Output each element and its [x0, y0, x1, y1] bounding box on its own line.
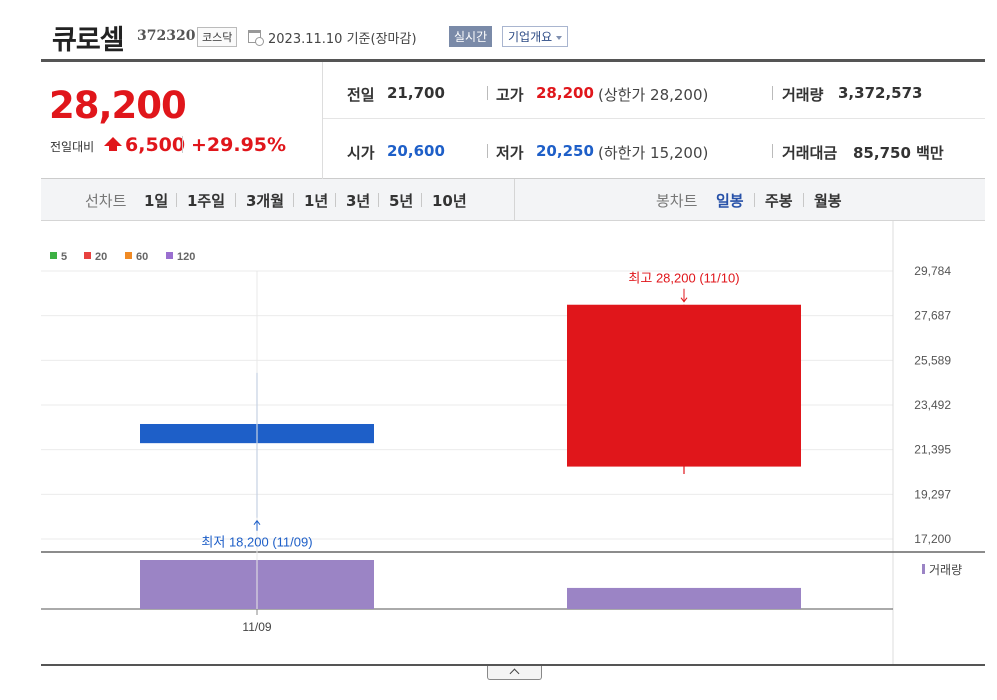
divider: [378, 193, 379, 207]
divider: [421, 193, 422, 207]
period-10y[interactable]: 10년: [432, 192, 467, 210]
chart-bottom-border: [41, 664, 985, 666]
divider: [803, 193, 804, 207]
candlestick-chart: 29,784 27,687 25,589 23,492 21,395 19,297 17,2…: [41, 221, 985, 664]
y-tick-label: 29,784: [914, 264, 951, 278]
prev-close-label: 전일: [347, 86, 375, 104]
y-tick-label: 19,297: [914, 487, 951, 501]
divider: [514, 179, 515, 220]
candle-chart-title: 봉차트: [656, 192, 698, 210]
y-tick-label: 21,395: [914, 443, 951, 457]
y-tick-label: 23,492: [914, 398, 951, 412]
low-label: 저가: [496, 144, 524, 162]
divider: [323, 118, 985, 119]
amount-unit: 백만: [916, 144, 944, 162]
y-tick-label: 27,687: [914, 309, 951, 323]
low-value: 20,250: [536, 142, 594, 160]
prev-close-value: 21,700: [387, 84, 445, 102]
volume-label: 거래량: [782, 86, 824, 104]
current-price: 28,200: [49, 84, 187, 127]
period-1y[interactable]: 1년: [304, 192, 329, 210]
period-1d[interactable]: 1일: [144, 192, 169, 210]
date: 2023.11.10: [268, 32, 343, 47]
change-label: 전일대비: [50, 140, 95, 154]
line-chart-title: 선차트: [85, 192, 127, 210]
basis: 기준(장마감): [346, 32, 417, 47]
y-tick-label: 17,200: [914, 532, 951, 546]
divider: [487, 144, 488, 158]
max-annotation: 최고 28,200 (11/10): [628, 271, 739, 286]
period-3y[interactable]: 3년: [346, 192, 371, 210]
high-label: 고가: [496, 86, 524, 104]
period-1w[interactable]: 1주일: [187, 192, 226, 210]
amount-value: 85,750 백만: [853, 142, 944, 163]
current-price-panel: 28,200 전일대비 6,500 +29.95%: [41, 62, 323, 179]
candle-monthly[interactable]: 월봉: [814, 192, 842, 210]
change-value: 6,500: [125, 134, 186, 156]
legend-label: 5: [61, 251, 67, 263]
max-arrow-head: [680, 297, 688, 303]
legend-swatch: [50, 252, 57, 259]
amount-label: 거래대금: [782, 144, 838, 162]
candle-body: [567, 304, 801, 467]
chevron-down-icon: [556, 35, 563, 40]
legend-label: 60: [136, 251, 148, 263]
x-tick-label: 11/09: [242, 620, 271, 634]
company-overview-button[interactable]: 기업개요: [502, 26, 569, 47]
divider: [176, 193, 177, 207]
divider: [487, 86, 488, 100]
legend-swatch: [166, 252, 173, 259]
open-value: 20,600: [387, 142, 445, 160]
volume-legend-swatch: [922, 564, 925, 574]
market-badge: 코스닥: [197, 27, 238, 47]
legend-label: 120: [177, 251, 195, 263]
divider: [754, 193, 755, 207]
volume-bar: [567, 587, 801, 609]
stock-code: 372320: [137, 28, 196, 44]
upper-limit: (상한가 28,200): [598, 86, 709, 104]
period-5y[interactable]: 5년: [389, 192, 414, 210]
legend-label: 20: [95, 251, 107, 263]
divider: [182, 136, 183, 153]
divider: [772, 86, 773, 100]
chart-period-bar: 선차트 1일 1주일 3개월 1년 3년 5년 10년 봉차트 일봉 주봉 월봉: [41, 179, 985, 221]
legend-swatch: [125, 252, 132, 259]
calendar-clock-icon: [248, 30, 264, 46]
realtime-button[interactable]: 실시간: [449, 26, 493, 47]
volume-legend-label: 거래량: [929, 563, 962, 577]
divider: [772, 144, 773, 158]
y-tick-label: 25,589: [914, 353, 951, 367]
min-arrow-head: [253, 519, 261, 526]
divider: [235, 193, 236, 207]
candle-weekly[interactable]: 주봉: [765, 192, 793, 210]
open-label: 시가: [347, 144, 375, 162]
stock-name: 큐로셀: [52, 25, 125, 56]
divider: [293, 193, 294, 207]
period-3m[interactable]: 3개월: [246, 192, 285, 210]
high-value: 28,200: [536, 84, 594, 102]
collapse-toggle-button[interactable]: [487, 666, 542, 680]
amount-number: 85,750: [853, 144, 911, 162]
change-percent: +29.95%: [191, 134, 287, 156]
min-annotation: 최저 18,200 (11/09): [201, 535, 312, 550]
up-arrow-icon: [104, 137, 122, 151]
lower-limit: (하한가 15,200): [598, 144, 709, 162]
date-basis: 2023.11.10 기준(장마감): [268, 28, 417, 47]
volume-value: 3,372,573: [838, 84, 923, 102]
company-overview-label: 기업개요: [508, 30, 553, 44]
divider: [335, 193, 336, 207]
price-summary: 28,200 전일대비 6,500 +29.95% 전일 21,700 고가 2…: [41, 59, 985, 179]
candle-daily[interactable]: 일봉: [716, 192, 744, 210]
legend-swatch: [84, 252, 91, 259]
